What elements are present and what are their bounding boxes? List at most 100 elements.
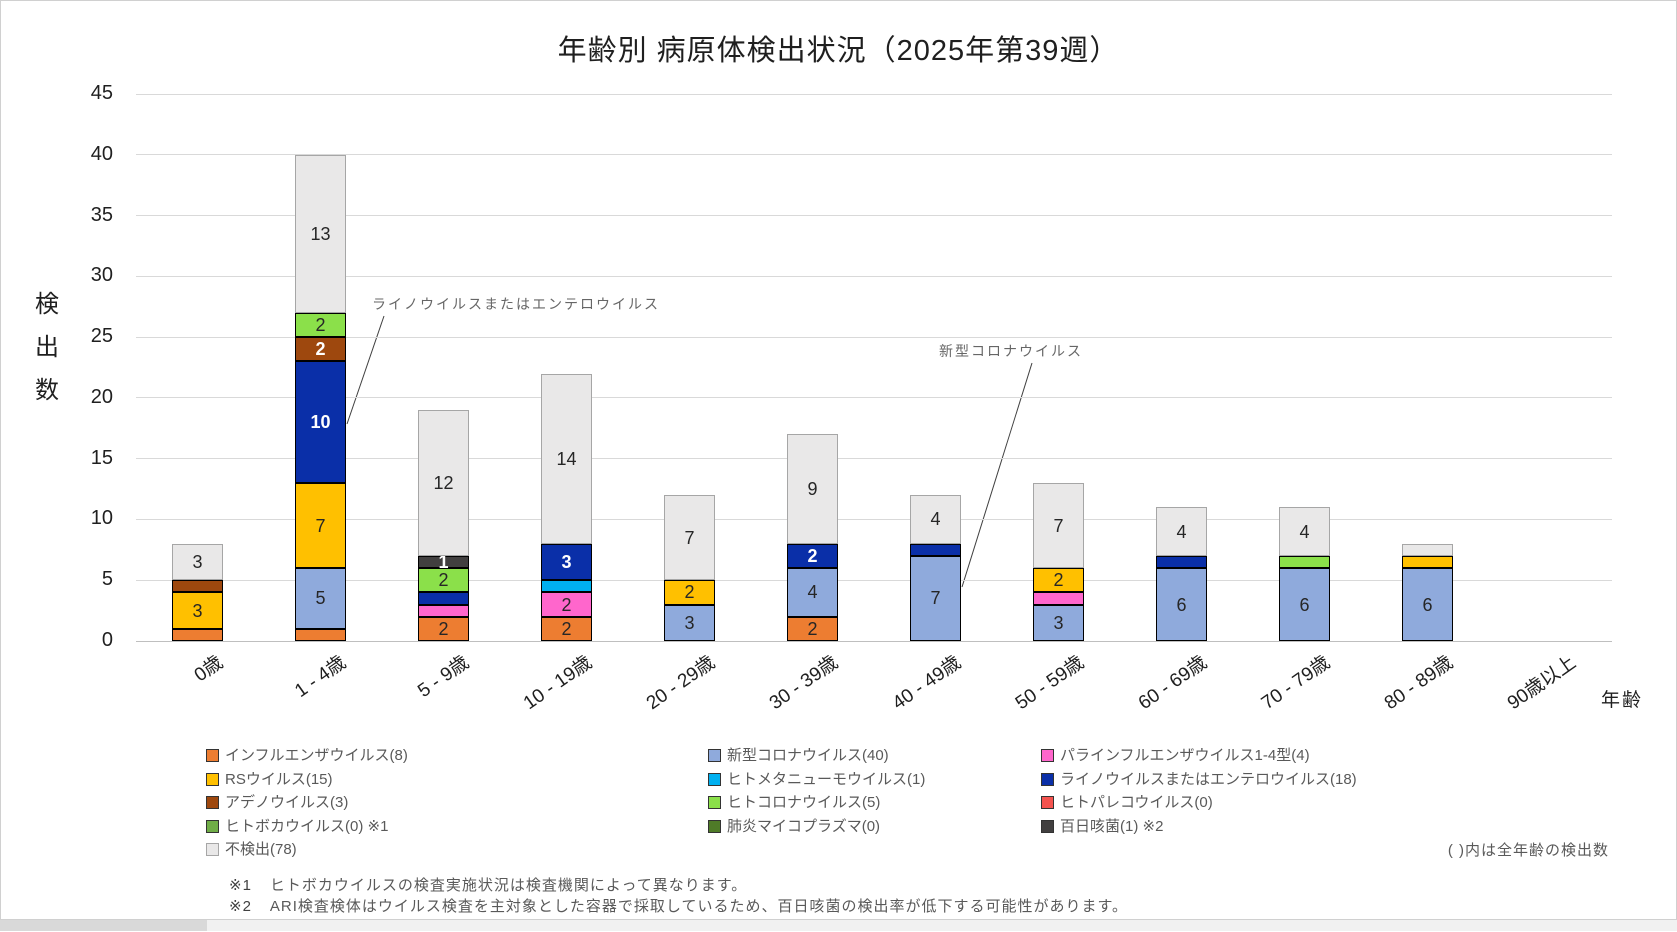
bar-segment: 3 — [1033, 604, 1084, 641]
bar-segment: 6 — [1156, 568, 1207, 641]
bar-segment: 10 — [295, 361, 346, 483]
bar-segment-label: 7 — [930, 588, 941, 609]
bar-segment-label: 2 — [438, 618, 449, 639]
chart-title: 年齢別 病原体検出状況（2025年第39週） — [557, 35, 1120, 67]
bar-segment — [295, 628, 346, 641]
bar-segment-label: 14 — [556, 448, 577, 469]
bar-segment: 2 — [541, 592, 592, 617]
gridline-5 — [136, 579, 1612, 581]
bar-segment — [541, 580, 592, 593]
legend-swatch — [708, 772, 721, 786]
bar-segment: 1 — [418, 553, 469, 571]
bar-segment — [172, 628, 223, 641]
bar-segment-label: 7 — [315, 515, 326, 536]
bar-segment — [172, 580, 223, 593]
y-tick-label: 40 — [90, 142, 113, 165]
y-axis-title: 検 出 数 — [35, 291, 59, 404]
bar-segment: 3 — [172, 543, 223, 581]
bar-segment: 3 — [172, 592, 223, 629]
bar-segment-label: 13 — [310, 223, 331, 244]
legend-swatch — [206, 843, 219, 856]
bar-segment: 7 — [664, 495, 715, 581]
bar-segment-label: 4 — [1176, 521, 1187, 542]
y-tick-label: 25 — [90, 325, 113, 348]
gridline-25 — [136, 336, 1612, 338]
legend-swatch — [206, 749, 219, 762]
bar-segment: 2 — [787, 543, 838, 569]
y-tick-label: 5 — [101, 568, 113, 591]
bar-segment-label: 3 — [192, 600, 203, 621]
bar-segment: 2 — [295, 337, 346, 362]
bar-segment-label: 12 — [433, 472, 454, 493]
annotation-label-0: ライノウイルスまたはエンテロウイルス — [372, 296, 660, 312]
gridline-15 — [136, 458, 1612, 460]
y-tick-label: 30 — [90, 264, 113, 287]
bar-segment-label: 6 — [1176, 594, 1187, 615]
legend-swatch — [708, 796, 721, 809]
bar-segment: 12 — [418, 410, 469, 556]
legend-label: 肺炎マイコプラズマ(0) — [727, 817, 881, 835]
legend-label: 新型コロナウイルス(40) — [727, 747, 889, 764]
bar-segment — [418, 592, 469, 605]
bar-segment-label: 2 — [438, 570, 449, 591]
bar-segment: 2 — [418, 568, 469, 593]
x-tick-label: 90歳以上 — [1503, 652, 1580, 715]
bar-segment — [1402, 543, 1453, 556]
bar-segment-label: 3 — [561, 551, 572, 572]
bar-segment-label: 2 — [561, 594, 572, 615]
x-tick-label: 5 - 9歳 — [413, 652, 473, 703]
x-tick-label: 70 - 79歳 — [1257, 652, 1334, 715]
bar-segment: 2 — [1033, 568, 1084, 593]
y-tick-label: 10 — [90, 507, 113, 530]
bar-segment-label: 4 — [930, 509, 941, 530]
x-tick-label: 20 - 29歳 — [642, 652, 719, 715]
bottom-edge-right — [207, 920, 1677, 931]
bar-segment: 7 — [1033, 482, 1084, 569]
bar-segment: 5 — [295, 568, 346, 629]
legend-swatch — [1041, 772, 1054, 786]
x-tick-label: 0歳 — [190, 652, 227, 687]
legend-swatch — [1041, 819, 1054, 833]
bar-segment: 13 — [295, 154, 346, 313]
bar-segment: 2 — [787, 616, 838, 641]
bar-segment-label: 3 — [1053, 612, 1064, 633]
bottom-edge-left — [0, 920, 207, 931]
bar-segment: 4 — [1156, 507, 1207, 556]
gridline-45 — [136, 93, 1612, 95]
bar-segment: 2 — [541, 616, 592, 641]
y-tick-label: 15 — [90, 446, 113, 469]
legend-label: ヒトパレコウイルス(0) — [1060, 794, 1213, 811]
bar-segment-label: 2 — [1053, 570, 1064, 591]
legend-label: アデノウイルス(3) — [225, 794, 349, 811]
bar-segment-label: 2 — [807, 618, 818, 639]
y-tick-label: 45 — [90, 82, 113, 104]
bar-segment: 9 — [787, 434, 838, 544]
annotation-line-0 — [346, 315, 385, 425]
footnote-1: ※1 ヒトボカウイルスの検査実施状況は検査機関によって異なります。 — [229, 874, 747, 895]
gridline-30 — [136, 275, 1612, 277]
bar-segment: 4 — [910, 495, 961, 544]
legend-swatch — [1041, 796, 1054, 809]
bar-segment: 7 — [910, 555, 961, 641]
x-tick-label: 50 - 59歳 — [1011, 652, 1088, 715]
legend-label: パラインフルエンザウイルス1-4型(4) — [1060, 747, 1310, 764]
gridline-10 — [136, 518, 1612, 520]
legend-label: ヒトメタニューモウイルス(1) — [727, 770, 926, 788]
bar-segment-label: 2 — [684, 582, 695, 603]
gridline-0 — [136, 640, 1612, 642]
y-tick-label: 20 — [90, 385, 113, 408]
bar-segment-label: 7 — [684, 527, 695, 548]
x-tick-label: 10 - 19歳 — [519, 652, 596, 715]
bar-segment: 4 — [1279, 507, 1330, 556]
gridline-35 — [136, 215, 1612, 217]
bar-segment-label: 3 — [684, 612, 695, 633]
bar-segment-label: 3 — [192, 551, 203, 572]
bar-segment-label: 2 — [315, 314, 326, 335]
bar-segment-label: 4 — [1299, 521, 1310, 542]
legend-label: 不検出(78) — [225, 841, 297, 858]
footnote-2-marker: ※2 — [229, 898, 252, 915]
legend-swatch — [206, 819, 219, 833]
legend-swatch — [206, 772, 219, 786]
